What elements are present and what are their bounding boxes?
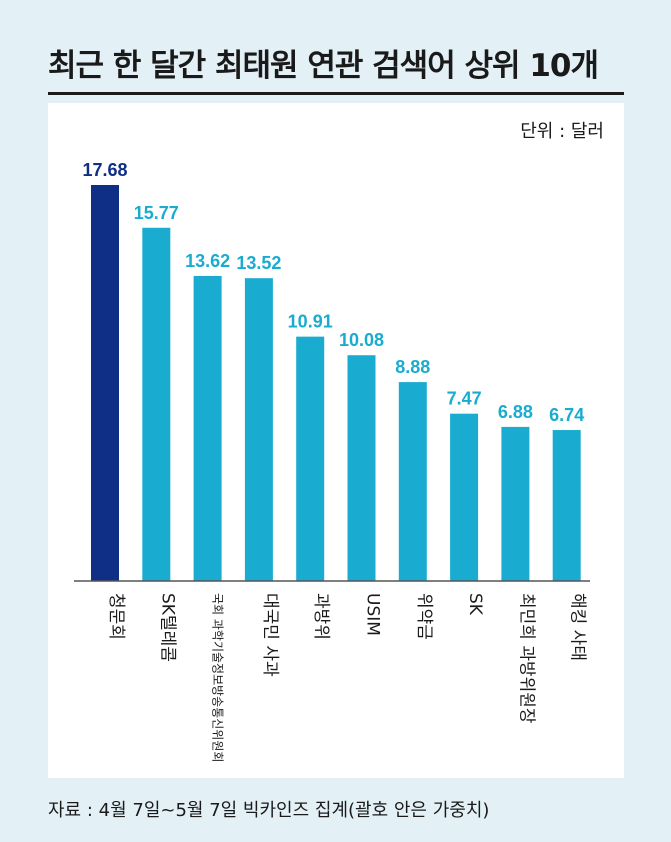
category-label-7: SK [465,593,485,616]
title-divider [48,92,624,95]
bar-9 [552,430,581,581]
bar-8 [501,426,530,581]
bar-1 [142,227,171,581]
bar-7 [450,413,479,581]
category-label-4: 과방위 [311,593,331,640]
category-label-5: USIM [363,593,383,636]
category-label-8: 최민희 과방위원장 [516,593,536,724]
bar-chart: 17.68 청문회 15.77 SK텔레콤 13.62 국회 과학기술정보방송통신위원회 1… [74,160,590,762]
category-label-1: SK텔레콤 [157,593,177,662]
chart-title: 최근 한 달간 최태원 연관 검색어 상위 10개 [48,48,599,84]
value-label-8: 6.88 [498,402,533,422]
category-label-3: 대국민 사과 [260,593,280,677]
category-label-9: 해킹 사태 [568,593,588,661]
value-label-5: 10.08 [339,330,384,350]
value-label-4: 10.91 [288,312,333,332]
value-label-9: 6.74 [549,405,584,425]
bar-3 [244,278,273,581]
value-label-2: 13.62 [185,251,230,271]
value-label-6: 8.88 [395,357,430,377]
category-label-2: 국회 과학기술정보방송통신위원회 [211,593,225,762]
value-label-1: 15.77 [134,203,179,223]
value-label-7: 7.47 [447,389,482,409]
value-label-3: 13.52 [236,253,281,273]
bar-5 [347,355,376,581]
unit-label: 단위 : 달러 [520,121,604,142]
bar-4 [296,336,325,581]
category-label-0: 청문회 [106,593,126,640]
value-label-0: 17.68 [82,160,127,180]
category-label-6: 위약금 [414,593,434,640]
chart-panel: 단위 : 달러 17.68 청문회 15.77 SK텔레콤 13.62 국회 과학기술정보… [48,103,624,778]
bar-2 [193,275,222,581]
source-note: 자료 : 4월 7일~5월 7일 빅카인즈 집계(괄호 안은 가중치) [48,800,490,821]
bar-6 [398,382,427,581]
bar-0 [91,185,119,581]
